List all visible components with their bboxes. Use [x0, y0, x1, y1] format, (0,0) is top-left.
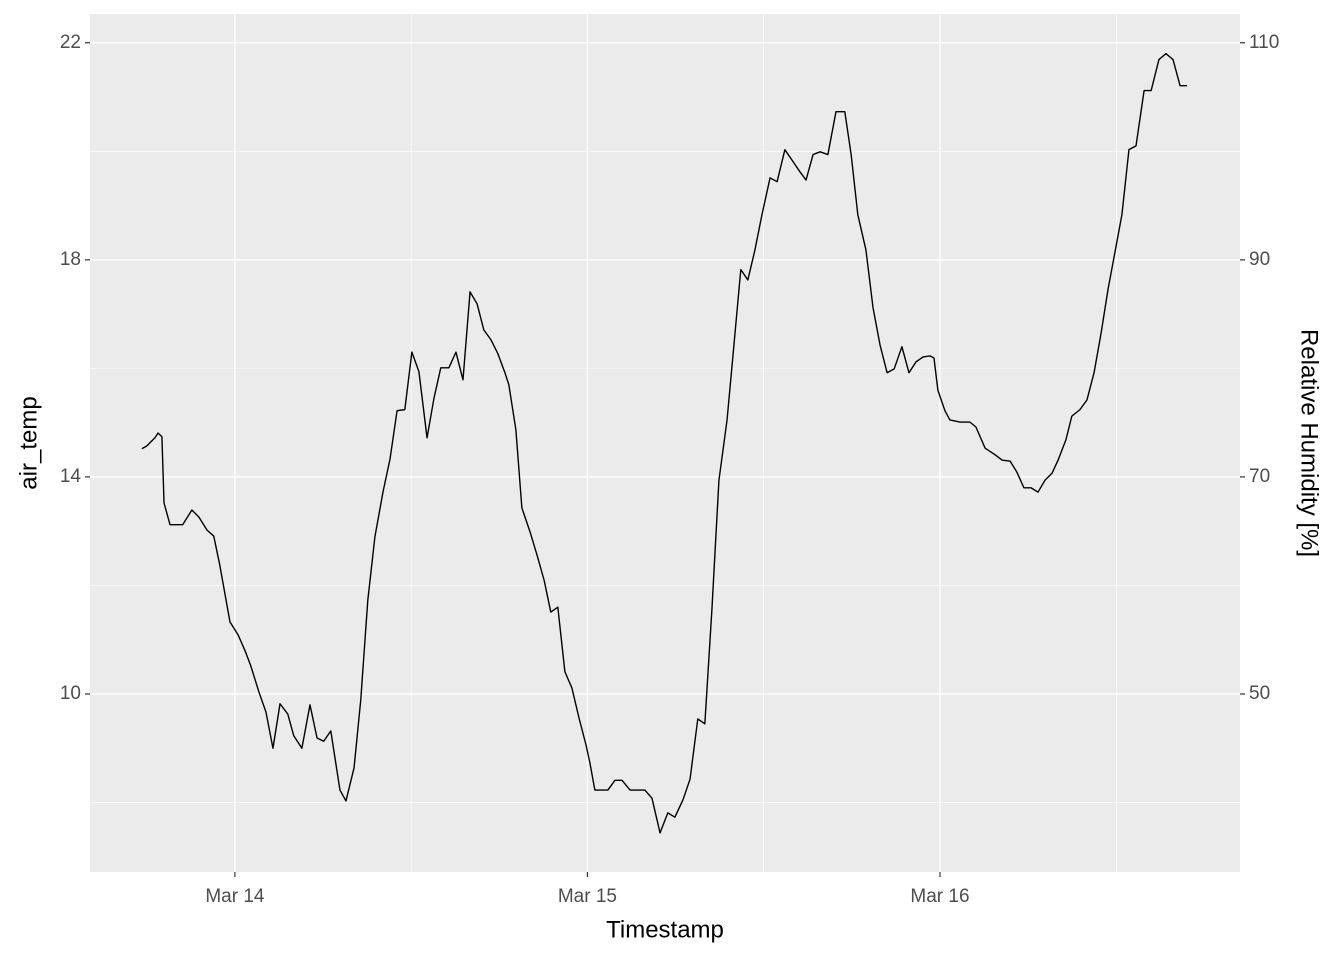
y-tick-label: 14 [60, 466, 82, 487]
y2-tick-label: 70 [1249, 466, 1270, 487]
x-tick-label: Mar 14 [205, 886, 265, 907]
x-axis-title: Timestamp [606, 916, 724, 943]
y-axis-title: air_temp [15, 396, 42, 489]
x-tick-label: Mar 16 [910, 886, 969, 907]
y-tick-label: 18 [60, 249, 81, 270]
y-tick-label: 22 [60, 32, 81, 53]
x-tick-label: Mar 15 [558, 886, 617, 907]
y2-tick-label: 90 [1249, 249, 1270, 270]
y2-tick-label: 50 [1249, 683, 1270, 704]
y-tick-label: 10 [60, 683, 81, 704]
line-series [141, 52, 1188, 834]
panel [90, 14, 1240, 872]
y2-axis-title: Relative Humidity [%] [1296, 329, 1323, 557]
y2-tick-label: 110 [1249, 32, 1279, 53]
